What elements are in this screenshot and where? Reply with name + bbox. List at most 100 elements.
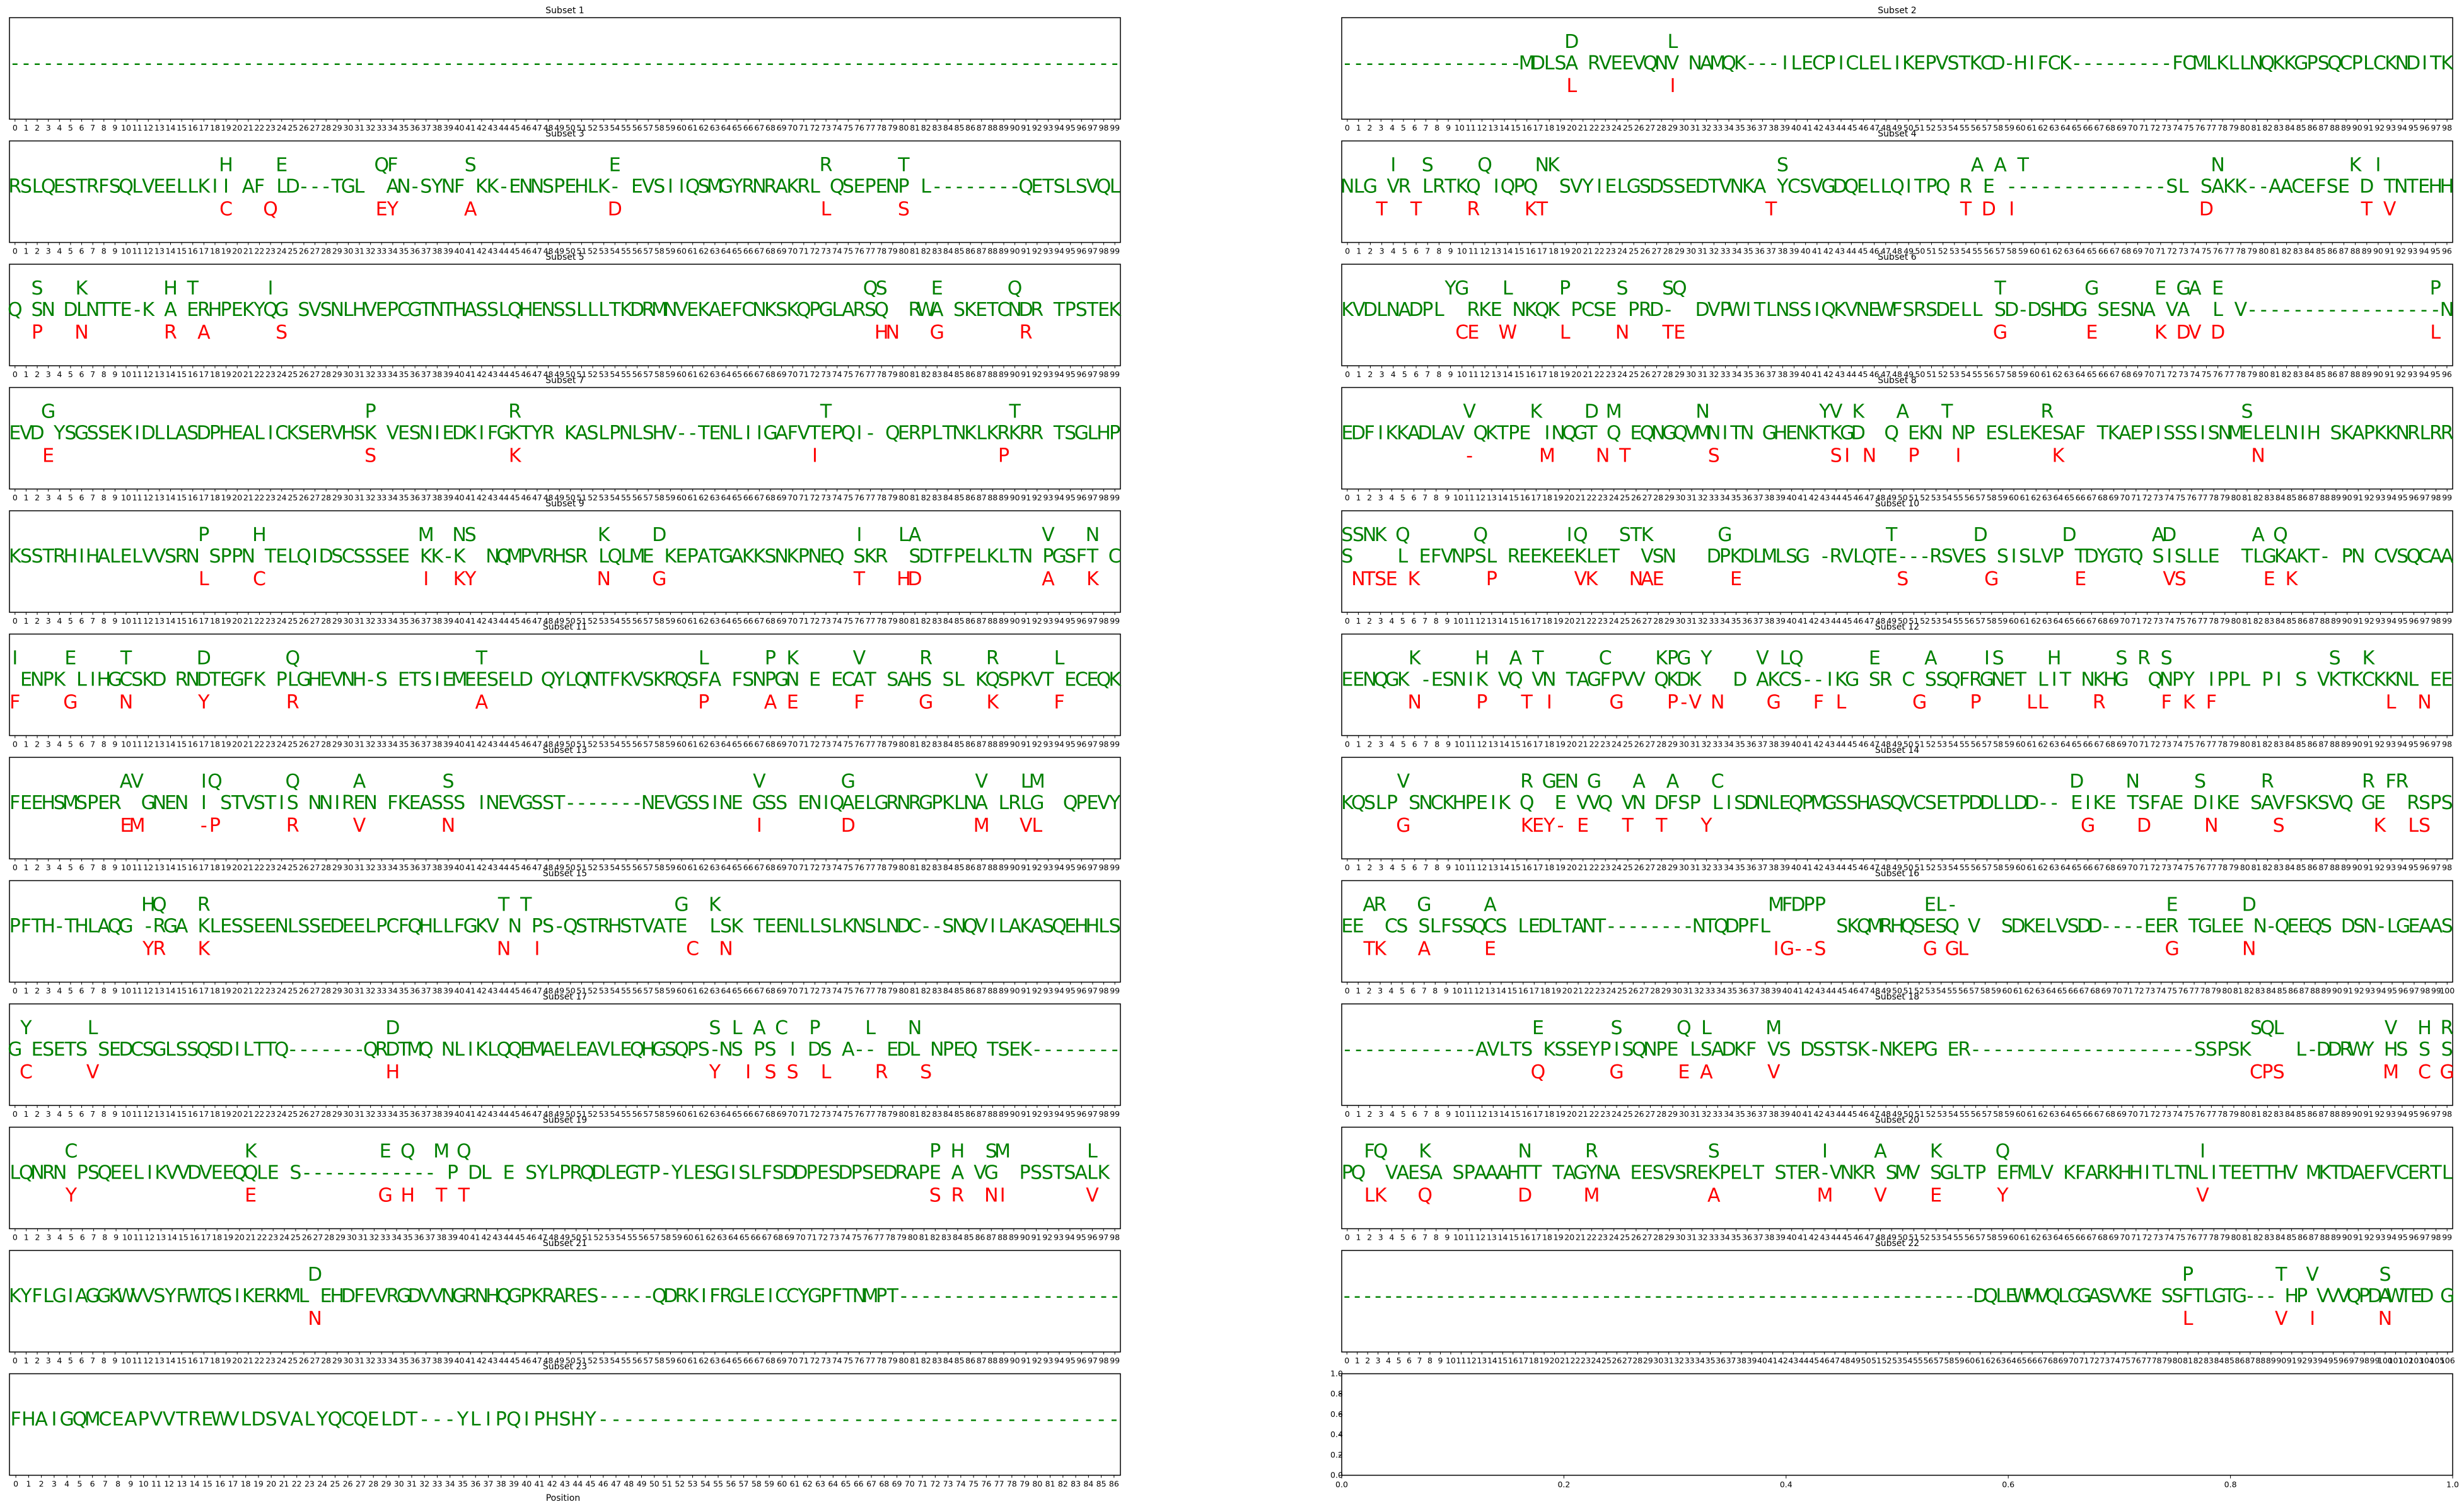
sequence-residue: T xyxy=(931,545,943,568)
sequence-residue: Q xyxy=(830,545,845,568)
x-tick-label: 61 xyxy=(688,616,698,626)
x-tick-label: 44 xyxy=(1846,370,1856,379)
x-tick-label: 23 xyxy=(265,370,276,379)
sequence-residue: S xyxy=(1869,669,1881,691)
x-tick-label: 73 xyxy=(821,863,831,872)
variant-residue-lower: N xyxy=(2251,445,2265,467)
variant-residue-lower: K xyxy=(453,568,467,590)
sequence-residue: T xyxy=(1053,422,1066,445)
sequence-residue: H xyxy=(1890,916,1905,938)
x-tick-label: 52 xyxy=(588,740,598,749)
x-tick-label: 54 xyxy=(1948,863,1958,872)
variant-residue-lower: V xyxy=(1688,692,1702,714)
x-tick-label: 78 xyxy=(876,247,886,256)
sequence-residue: - xyxy=(811,52,818,74)
x-tick-label: 92 xyxy=(1032,616,1042,626)
sequence-residue: D xyxy=(30,422,44,445)
x-tick-label: 8 xyxy=(1434,493,1439,503)
x-tick-label: 48 xyxy=(1881,123,1891,132)
x-tick-label: 6 xyxy=(79,493,84,503)
sequence-residue: S xyxy=(820,916,832,938)
x-tick-label: 54 xyxy=(1961,370,1971,379)
sequence-residue: K xyxy=(1833,299,1847,321)
variant-residue-lower: T xyxy=(1960,199,1972,221)
subplot-12: Subset 120 1 2 3 4 5 6 7 8 9 10 11 12 13 14 15 16 17 18 19 2… xyxy=(1341,622,2453,749)
sequence-residue: V xyxy=(1588,792,1601,814)
sequence-residue: - xyxy=(1001,52,1008,74)
x-tick-label: 70 xyxy=(787,493,798,503)
x-tick-label: 37 xyxy=(1753,493,1764,503)
sequence-residue: S xyxy=(1662,176,1674,198)
x-tick-label: 79 xyxy=(888,740,898,749)
variant-residue-lower: N xyxy=(119,692,133,714)
sequence-residue: L xyxy=(1853,545,1864,568)
x-tick-label: 28 xyxy=(321,986,331,996)
x-tick-label: 25 xyxy=(288,863,298,872)
variant-residue-upper: A xyxy=(2252,524,2265,546)
x-tick-label: 80 xyxy=(898,493,909,503)
sequence-residue: E xyxy=(975,299,987,321)
x-tick-label: 90 xyxy=(2373,247,2383,256)
variant-residue-upper: A xyxy=(1363,894,1376,916)
sequence-residue: - xyxy=(678,52,685,74)
x-tick-label: 44 xyxy=(499,863,509,872)
sequence-residue: - xyxy=(478,52,485,74)
x-tick-label: 73 xyxy=(821,986,831,996)
sequence-residue: P xyxy=(1690,792,1701,814)
sequence-residue: K xyxy=(487,176,500,198)
variant-residue-upper: H xyxy=(2047,648,2062,670)
variant-residue-upper: H xyxy=(252,524,267,546)
sequence-residue: P xyxy=(520,545,532,568)
variant-residue-lower: L xyxy=(1836,692,1847,714)
x-tick-label: 49 xyxy=(554,863,564,872)
variant-residue-lower: N xyxy=(1407,692,1421,714)
x-tick-label: 74 xyxy=(2190,247,2200,256)
sequence-residue: - xyxy=(2260,176,2267,198)
sequence-residue: N xyxy=(719,792,733,814)
sequence-residue: - xyxy=(2420,299,2427,321)
x-tick-label: 87 xyxy=(977,616,987,626)
x-tick-label: 13 xyxy=(154,863,165,872)
x-tick-label: 68 xyxy=(765,123,776,132)
variant-residue-upper: D xyxy=(1973,524,1988,546)
x-tick-label: 61 xyxy=(2027,863,2037,872)
variant-residue-lower: P xyxy=(698,692,709,714)
sequence-residue: P xyxy=(2172,669,2183,691)
x-tick-label: 44 xyxy=(1846,247,1856,256)
x-tick-label: 23 xyxy=(265,247,276,256)
sequence-residue: F xyxy=(699,669,709,691)
x-tick-label: 41 xyxy=(1793,986,1803,996)
x-tick-label: 3 xyxy=(1378,493,1383,503)
x-tick-label: 46 xyxy=(1859,863,1869,872)
x-tick-label: 44 xyxy=(499,247,509,256)
sequence-residue: D xyxy=(1538,916,1552,938)
x-tick-label: 34 xyxy=(388,247,398,256)
x-tick-label: 20 xyxy=(232,616,242,626)
sequence-residue: - xyxy=(1663,916,1670,938)
variant-residue-lower: K xyxy=(2286,568,2299,590)
sequence-residue: E xyxy=(1985,422,1997,445)
sequence-residue: - xyxy=(545,52,552,74)
sequence-residue: - xyxy=(412,176,419,198)
x-tick-label: 28 xyxy=(1653,493,1663,503)
sequence-residue: S xyxy=(620,916,632,938)
x-tick-label: 22 xyxy=(1595,247,1605,256)
sequence-residue: R xyxy=(1432,176,1446,198)
x-tick-label: 23 xyxy=(265,740,276,749)
sequence-residue: G xyxy=(519,792,533,814)
sequence-residue: C xyxy=(1385,916,1398,938)
x-tick-label: 60 xyxy=(2009,493,2019,503)
x-tick-label: 1 xyxy=(23,247,28,256)
subplot-frame xyxy=(1341,510,2453,613)
x-tick-label: 20 xyxy=(1562,986,1572,996)
sequence-residue: F xyxy=(1364,422,1374,445)
x-tick-label: 79 xyxy=(2229,740,2239,749)
x-tick-label: 98 xyxy=(2431,616,2441,626)
x-tick-label: 89 xyxy=(2341,863,2351,872)
sequence-residue: G xyxy=(163,916,178,938)
sequence-residue: L xyxy=(2009,422,2019,445)
variant-residue-lower: D xyxy=(841,815,856,837)
variant-residue-upper: V xyxy=(1042,524,1055,546)
x-tick-label: 69 xyxy=(777,740,787,749)
sequence-residue: V xyxy=(1352,299,1366,321)
